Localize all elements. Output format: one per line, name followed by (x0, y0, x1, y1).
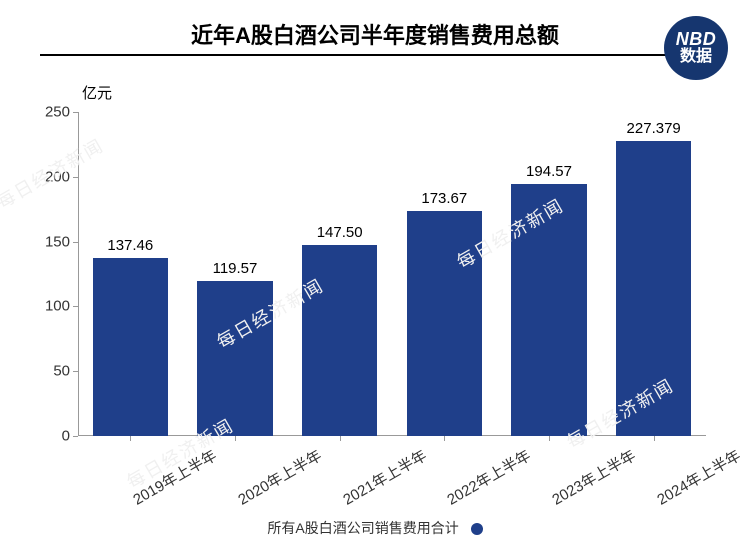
xtick-mark (235, 436, 236, 441)
bar-value-label: 119.57 (197, 260, 272, 281)
chart-title: 近年A股白酒公司半年度销售费用总额 (0, 18, 750, 50)
bar: 173.67 (407, 211, 482, 436)
bar-value-label: 137.46 (93, 237, 168, 258)
bar-value-label: 227.379 (616, 120, 691, 141)
xtick-label: 2020年上半年 (229, 436, 325, 510)
chart-container: 近年A股白酒公司半年度销售费用总额 NBD 数据 亿元 050100150200… (0, 0, 750, 558)
ytick-label: 150 (45, 233, 78, 250)
xtick-mark (340, 436, 341, 441)
y-axis-unit: 亿元 (82, 82, 112, 103)
ytick-label: 0 (62, 428, 78, 445)
bar-value-label: 147.50 (302, 224, 377, 245)
legend-label: 所有A股白酒公司销售费用合计 (267, 520, 458, 536)
bar: 194.57 (511, 184, 586, 436)
bar-value-label: 194.57 (511, 163, 586, 184)
bar: 147.50 (302, 245, 377, 436)
legend-swatch (471, 523, 483, 535)
xtick-label: 2021年上半年 (333, 436, 429, 510)
xtick-mark (654, 436, 655, 441)
bar: 137.46 (93, 258, 168, 436)
xtick-label: 2023年上半年 (543, 436, 639, 510)
xtick-mark (549, 436, 550, 441)
badge-line1: NBD (676, 30, 717, 49)
xtick-mark (130, 436, 131, 441)
xtick-label: 2024年上半年 (647, 436, 743, 510)
bar: 119.57 (197, 281, 272, 436)
x-axis (78, 435, 706, 436)
xtick-mark (444, 436, 445, 441)
ytick-label: 100 (45, 298, 78, 315)
y-axis (78, 112, 79, 436)
ytick-label: 200 (45, 168, 78, 185)
plot-area: 050100150200250137.462019年上半年119.572020年… (78, 112, 706, 436)
ytick-label: 250 (45, 104, 78, 121)
legend: 所有A股白酒公司销售费用合计 (0, 518, 750, 538)
title-underline (40, 54, 710, 56)
xtick-label: 2022年上半年 (438, 436, 534, 510)
bar-value-label: 173.67 (407, 190, 482, 211)
bar: 227.379 (616, 141, 691, 436)
ytick-label: 50 (53, 363, 78, 380)
badge-line2: 数据 (680, 49, 712, 66)
nbd-badge: NBD 数据 (664, 16, 728, 80)
xtick-label: 2019年上半年 (124, 436, 220, 510)
